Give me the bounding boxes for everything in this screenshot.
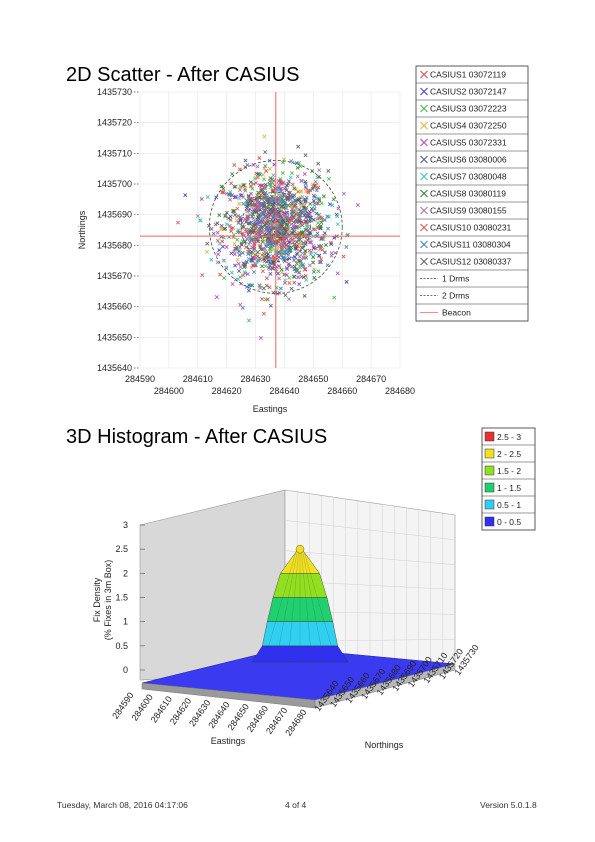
- legend-swatch: [485, 449, 494, 458]
- z-tick-label: 2: [123, 568, 128, 578]
- z-tick-label: 1: [123, 617, 128, 627]
- z-tick-label: 1.5: [115, 593, 128, 603]
- legend-label: 0.5 - 1: [497, 500, 521, 510]
- footer-timestamp: Tuesday, March 08, 2016 04:17:06: [57, 800, 188, 810]
- z-axis-label: Fix Density: [92, 577, 102, 622]
- legend-swatch: [485, 483, 494, 492]
- surface-peak: [296, 545, 304, 553]
- legend-label: 0 - 0.5: [497, 517, 521, 527]
- z-tick-label: 0.5: [115, 641, 128, 651]
- legend-label: 1 - 1.5: [497, 483, 521, 493]
- legend-label: 2 - 2.5: [497, 449, 521, 459]
- legend-swatch: [485, 517, 494, 526]
- z-tick-label: 0: [123, 665, 128, 675]
- legend-label: 2.5 - 3: [497, 432, 521, 442]
- footer-page-number: 4 of 4: [285, 800, 306, 810]
- legend-swatch: [485, 500, 494, 509]
- legend-swatch: [485, 466, 494, 475]
- x-axis-label: Eastings: [211, 736, 246, 746]
- legend-swatch: [485, 432, 494, 441]
- z-axis-label: (% Fixes in 3m Box): [103, 560, 113, 641]
- z-tick-label: 2.5: [115, 544, 128, 554]
- legend-label: 1.5 - 2: [497, 466, 521, 476]
- footer-version: Version 5.0.1.8: [480, 800, 537, 810]
- z-tick-label: 3: [123, 520, 128, 530]
- y-axis-label: Northings: [365, 740, 404, 750]
